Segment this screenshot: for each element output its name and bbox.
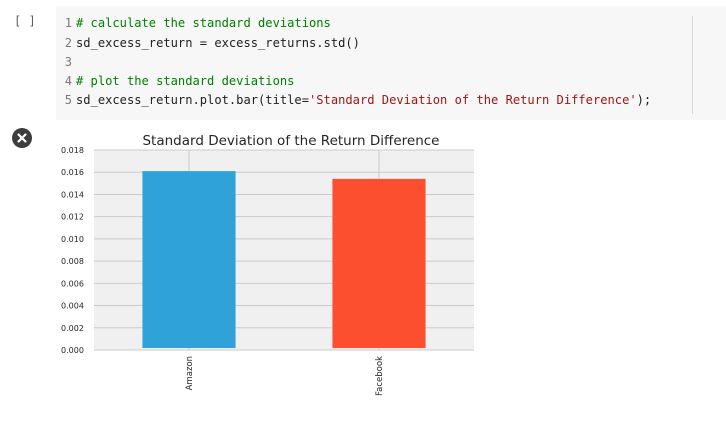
y-tick-label: 0.014 <box>61 190 84 199</box>
code-cell[interactable]: [ ] 1 # calculate the standard deviations… <box>0 0 726 122</box>
y-tick-label: 0.006 <box>61 279 84 288</box>
y-tick-label: 0.004 <box>61 302 84 311</box>
y-tick-label: 0.000 <box>61 346 84 355</box>
y-tick-label: 0.018 <box>61 146 84 155</box>
close-icon <box>17 133 27 143</box>
y-tick-label: 0.002 <box>61 324 84 333</box>
y-tick-label: 0.012 <box>61 213 84 222</box>
x-tick-label: Facebook <box>375 356 385 396</box>
ruler-line <box>692 16 693 114</box>
y-tick-label: 0.010 <box>61 235 84 244</box>
chart-title: Standard Deviation of the Return Differe… <box>142 133 439 149</box>
code-line-2: 2 sd_excess_return = excess_returns.std() <box>64 36 360 50</box>
code-line-1: 1 # calculate the standard deviations <box>64 16 331 30</box>
x-tick-label: Amazon <box>185 356 195 390</box>
run-indicator[interactable]: [ ] <box>14 14 36 28</box>
code-editor[interactable]: 1 # calculate the standard deviations 2 sd… <box>56 6 726 120</box>
bar-amazon <box>142 171 236 348</box>
code-line-3: 3 <box>64 55 72 69</box>
clear-output-button[interactable] <box>12 128 32 148</box>
code-line-4: 4 # plot the standard deviations <box>64 74 295 88</box>
y-tick-label: 0.016 <box>61 168 84 177</box>
y-tick-label: 0.008 <box>61 257 84 266</box>
code-line-5: 5 sd_excess_return.plot.bar(title='Standa… <box>64 93 652 107</box>
bar-facebook <box>332 178 426 348</box>
